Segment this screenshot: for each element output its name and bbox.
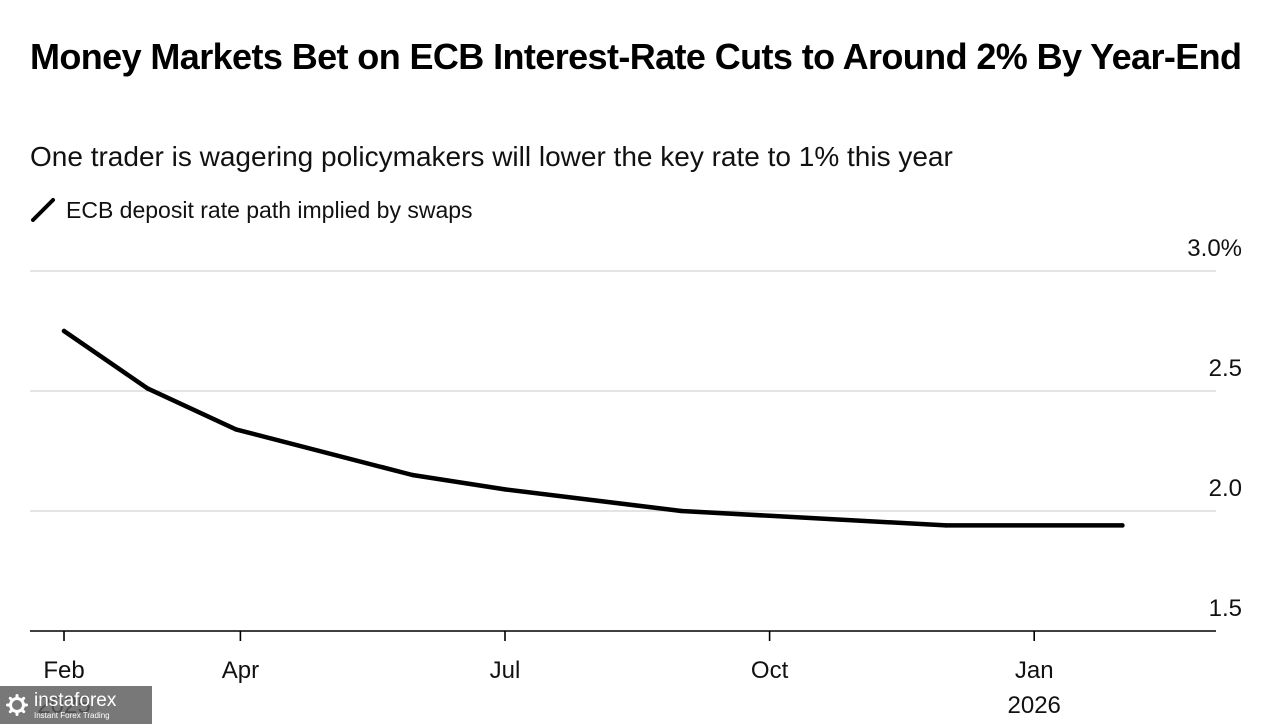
- x-tick-label: Feb: [43, 657, 84, 684]
- data-point: [61, 328, 67, 334]
- y-tick-label: 2.5: [1209, 355, 1242, 382]
- data-point: [502, 487, 508, 492]
- x-tick-label: Apr: [222, 657, 259, 684]
- data-point: [145, 386, 150, 391]
- data-point: [410, 472, 415, 478]
- watermark: instaforex Instant Forex Trading: [0, 686, 152, 724]
- gear-logo-icon: [6, 694, 28, 716]
- series-line: [61, 328, 1125, 528]
- y-tick-label: 3.0%: [1187, 235, 1242, 262]
- y-tick-label: 1.5: [1209, 595, 1242, 622]
- legend-line-icon: [31, 198, 55, 222]
- x-tick-sublabel: 2026: [1008, 692, 1061, 719]
- data-point: [679, 508, 684, 514]
- data-point: [943, 523, 949, 528]
- data-point: [233, 427, 239, 432]
- watermark-tagline: Instant Forex Trading: [34, 710, 110, 720]
- chart-title: Money Markets Bet on ECB Interest-Rate C…: [30, 36, 1242, 77]
- x-tick-label: Jul: [490, 657, 521, 684]
- y-tick-label: 2.0: [1209, 475, 1242, 502]
- data-point: [1120, 523, 1125, 528]
- legend-label: ECB deposit rate path implied by swaps: [66, 196, 473, 223]
- chart-subtitle: One trader is wagering policymakers will…: [30, 141, 953, 172]
- legend: ECB deposit rate path implied by swaps: [30, 194, 473, 226]
- watermark-brand: instaforex: [34, 689, 117, 711]
- x-tick-label: Jan: [1015, 657, 1054, 684]
- x-tick-label: Oct: [751, 657, 789, 684]
- data-point: [767, 513, 772, 518]
